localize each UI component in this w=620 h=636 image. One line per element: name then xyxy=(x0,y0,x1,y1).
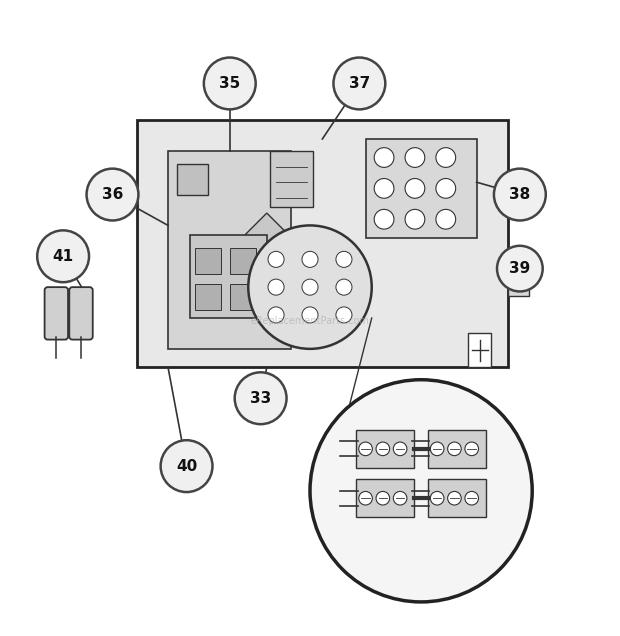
Circle shape xyxy=(268,307,284,323)
Circle shape xyxy=(494,169,546,221)
FancyBboxPatch shape xyxy=(45,287,68,340)
Circle shape xyxy=(465,492,479,505)
Circle shape xyxy=(465,442,479,455)
Circle shape xyxy=(374,179,394,198)
Circle shape xyxy=(436,179,456,198)
Polygon shape xyxy=(242,213,291,263)
Text: eReplacementParts.com: eReplacementParts.com xyxy=(250,316,370,326)
FancyBboxPatch shape xyxy=(190,235,267,318)
Circle shape xyxy=(405,148,425,167)
FancyBboxPatch shape xyxy=(195,284,221,310)
Circle shape xyxy=(87,169,138,221)
FancyBboxPatch shape xyxy=(177,163,208,195)
Circle shape xyxy=(393,442,407,455)
FancyBboxPatch shape xyxy=(168,151,291,349)
Circle shape xyxy=(310,380,532,602)
FancyBboxPatch shape xyxy=(356,430,414,468)
Circle shape xyxy=(430,442,444,455)
FancyBboxPatch shape xyxy=(428,430,486,468)
Circle shape xyxy=(448,492,461,505)
Circle shape xyxy=(405,179,425,198)
Circle shape xyxy=(374,209,394,229)
FancyBboxPatch shape xyxy=(270,151,313,207)
Circle shape xyxy=(359,442,373,455)
Circle shape xyxy=(374,148,394,167)
Text: 35: 35 xyxy=(219,76,241,91)
Text: 39: 39 xyxy=(509,261,531,276)
Circle shape xyxy=(405,209,425,229)
Circle shape xyxy=(302,279,318,295)
Circle shape xyxy=(161,440,213,492)
Circle shape xyxy=(430,492,444,505)
Circle shape xyxy=(268,279,284,295)
Circle shape xyxy=(268,251,284,267)
Circle shape xyxy=(436,209,456,229)
Circle shape xyxy=(302,251,318,267)
Circle shape xyxy=(436,148,456,167)
Circle shape xyxy=(359,492,373,505)
Text: 40: 40 xyxy=(176,459,197,474)
Circle shape xyxy=(336,251,352,267)
Circle shape xyxy=(334,57,385,109)
Circle shape xyxy=(204,57,255,109)
Circle shape xyxy=(248,225,372,349)
FancyBboxPatch shape xyxy=(69,287,93,340)
FancyBboxPatch shape xyxy=(508,256,529,296)
FancyBboxPatch shape xyxy=(195,248,221,274)
Circle shape xyxy=(336,279,352,295)
Circle shape xyxy=(376,492,389,505)
Circle shape xyxy=(302,307,318,323)
FancyBboxPatch shape xyxy=(428,479,486,517)
Circle shape xyxy=(448,442,461,455)
FancyBboxPatch shape xyxy=(137,120,508,368)
Text: 33: 33 xyxy=(250,391,271,406)
Text: 37: 37 xyxy=(349,76,370,91)
Circle shape xyxy=(497,245,542,291)
Circle shape xyxy=(235,372,286,424)
FancyBboxPatch shape xyxy=(366,139,477,238)
Circle shape xyxy=(393,492,407,505)
Text: 36: 36 xyxy=(102,187,123,202)
Text: 41: 41 xyxy=(53,249,74,264)
FancyBboxPatch shape xyxy=(231,248,256,274)
Circle shape xyxy=(37,230,89,282)
Circle shape xyxy=(336,307,352,323)
Circle shape xyxy=(376,442,389,455)
Text: 38: 38 xyxy=(509,187,531,202)
FancyBboxPatch shape xyxy=(356,479,414,517)
FancyBboxPatch shape xyxy=(231,284,256,310)
FancyBboxPatch shape xyxy=(468,333,492,368)
